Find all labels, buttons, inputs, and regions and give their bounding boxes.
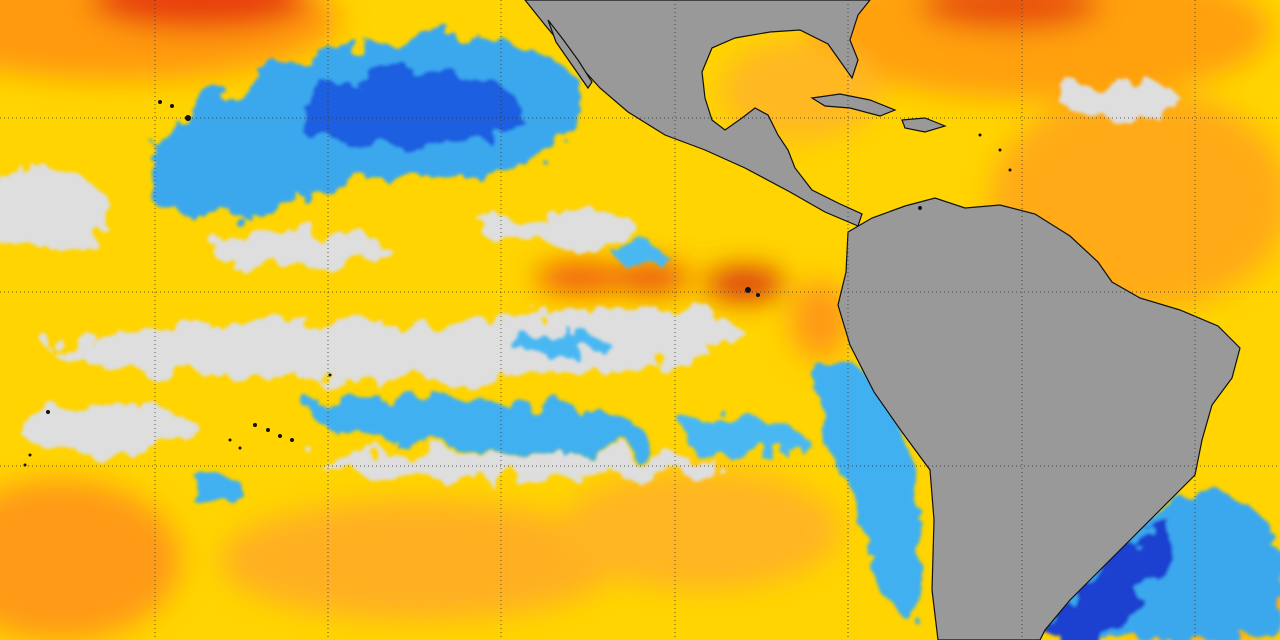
hispaniola xyxy=(901,117,947,133)
baja-california xyxy=(547,19,593,90)
south-america xyxy=(837,197,1241,640)
north-central-america xyxy=(524,0,871,227)
neutral-anomaly xyxy=(0,82,1180,479)
land xyxy=(524,0,1241,640)
cuba xyxy=(810,93,897,117)
islands xyxy=(23,100,1012,467)
cool-anomaly xyxy=(150,30,1280,640)
